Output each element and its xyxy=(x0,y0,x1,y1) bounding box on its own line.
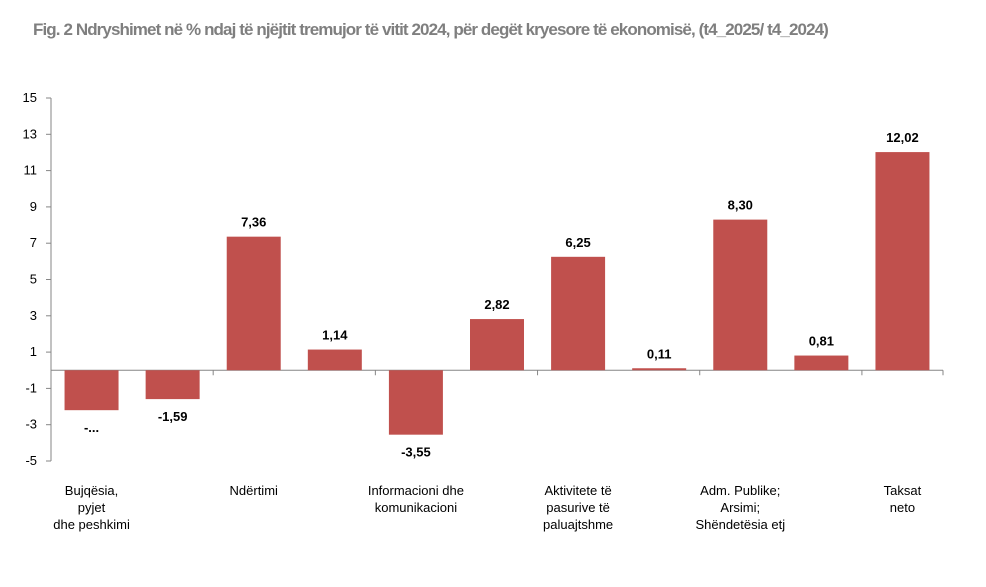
bar xyxy=(64,370,119,411)
chart-title: Fig. 2 Ndryshimet në % ndaj të njëjtit t… xyxy=(33,20,829,39)
bar xyxy=(713,219,768,371)
category-label: Adm. Publike; xyxy=(700,483,780,498)
category-label: pyjet xyxy=(78,500,106,515)
y-tick-label: 5 xyxy=(30,272,37,287)
data-label: 6,25 xyxy=(565,235,590,250)
y-tick-label: 15 xyxy=(23,90,37,105)
y-tick-label: 11 xyxy=(24,163,38,178)
category-label: Informacioni dhe xyxy=(368,483,464,498)
bar xyxy=(388,370,443,435)
y-tick-label: 9 xyxy=(30,199,37,214)
y-tick-label: 1 xyxy=(30,344,37,359)
bar xyxy=(551,256,606,371)
category-label: Taksat xyxy=(884,483,922,498)
category-label: Arsimi; xyxy=(720,500,760,515)
category-label: dhe peshkimi xyxy=(53,517,130,532)
bar xyxy=(307,349,362,371)
bar xyxy=(632,368,687,371)
y-tick-label: -3 xyxy=(25,417,37,432)
data-label: 0,11 xyxy=(647,346,672,361)
bar xyxy=(794,355,849,371)
bar xyxy=(470,319,524,371)
data-label: 2,82 xyxy=(484,297,509,312)
data-label: -1,59 xyxy=(158,409,188,424)
category-label: Bujqësia, xyxy=(65,483,118,498)
category-label: Shëndetësia etj xyxy=(695,517,785,532)
data-label: 12,02 xyxy=(886,130,919,145)
category-label: komunikacioni xyxy=(375,500,457,515)
category-label: Ndërtimi xyxy=(230,483,279,498)
data-label: -3,55 xyxy=(401,445,431,460)
y-tick-label: 3 xyxy=(30,308,37,323)
category-label: pasurive të xyxy=(546,500,610,515)
data-label: 1,14 xyxy=(322,328,348,343)
category-label: paluajtshme xyxy=(543,517,613,532)
y-tick-label: 13 xyxy=(23,126,37,141)
data-label: 8,30 xyxy=(728,198,753,213)
bar xyxy=(145,370,200,400)
bar xyxy=(875,152,930,371)
y-tick-label: -1 xyxy=(25,380,37,395)
bar xyxy=(226,236,281,371)
data-label: 7,36 xyxy=(241,215,266,230)
data-label: 0,81 xyxy=(809,334,834,349)
y-tick-label: 7 xyxy=(30,235,37,250)
category-label: neto xyxy=(890,500,915,515)
category-label: Aktivitete të xyxy=(544,483,611,498)
y-tick-label: -5 xyxy=(25,453,37,468)
data-label: -... xyxy=(84,420,99,435)
